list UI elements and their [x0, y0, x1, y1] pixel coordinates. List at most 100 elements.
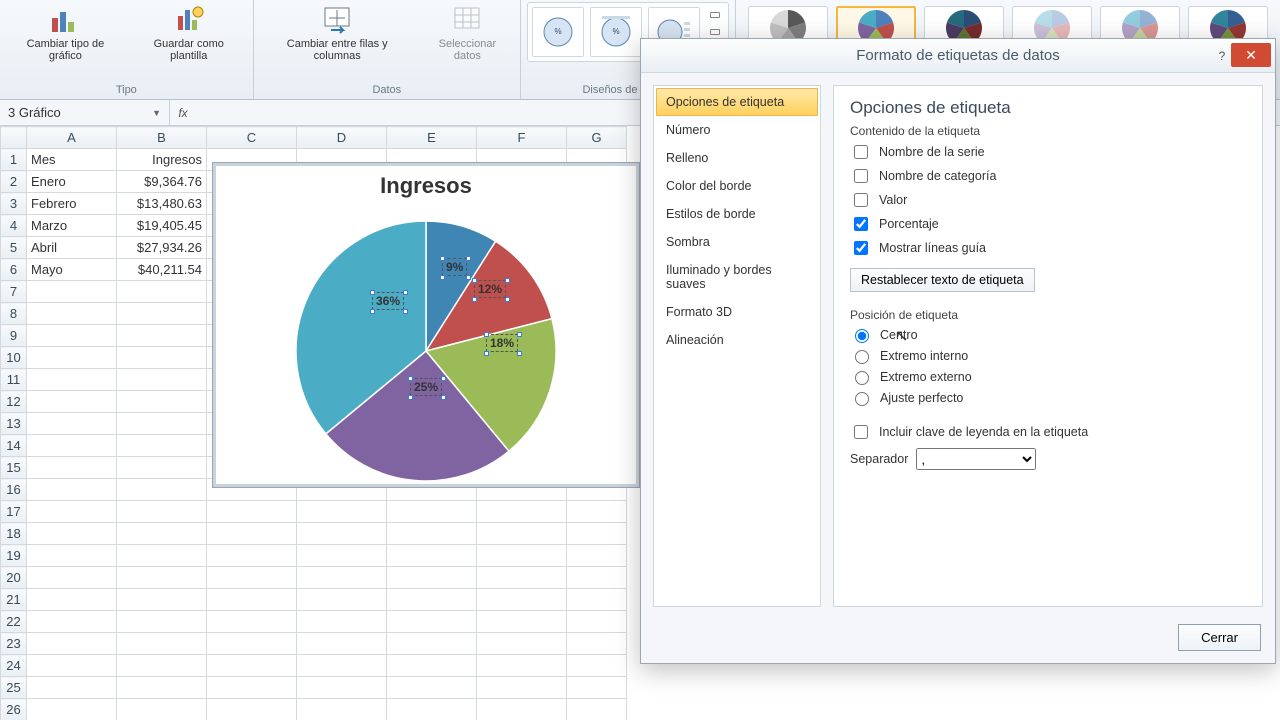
table-row[interactable]: 25 [1, 677, 627, 699]
category-item[interactable]: Sombra [656, 228, 818, 256]
cell[interactable] [117, 413, 207, 435]
checkbox-input[interactable] [854, 145, 868, 159]
layout-thumb[interactable]: % [590, 7, 642, 57]
row-header[interactable]: 21 [1, 589, 27, 611]
help-icon[interactable]: ? [1211, 45, 1233, 67]
name-box[interactable]: 3 Gráfico ▼ [0, 100, 170, 125]
data-label[interactable]: 36% [373, 293, 403, 309]
position-radio[interactable]: Extremo interno [850, 347, 1246, 364]
content-checkbox[interactable]: Nombre de categoría [850, 166, 1246, 186]
content-checkbox[interactable]: Mostrar líneas guía [850, 238, 1246, 258]
category-item[interactable]: Opciones de etiqueta [656, 88, 818, 116]
category-list[interactable]: Opciones de etiquetaNúmeroRellenoColor d… [653, 85, 821, 607]
layout-thumb[interactable]: % [532, 7, 584, 57]
position-radio[interactable]: Extremo externo [850, 368, 1246, 385]
cell[interactable]: $40,211.54 [117, 259, 207, 281]
data-label[interactable]: 25% [411, 379, 441, 395]
category-item[interactable]: Relleno [656, 144, 818, 172]
row-header[interactable]: 26 [1, 699, 27, 720]
content-checkbox[interactable]: Valor [850, 190, 1246, 210]
table-row[interactable]: 26 [1, 699, 627, 720]
cell[interactable] [27, 479, 117, 501]
chevron-down-icon[interactable]: ▼ [152, 108, 161, 118]
checkbox-input[interactable] [854, 217, 868, 231]
category-item[interactable]: Estilos de borde [656, 200, 818, 228]
position-radio[interactable]: Centro [850, 326, 1246, 343]
category-item[interactable]: Iluminado y bordes suaves [656, 256, 818, 298]
radio-input[interactable] [855, 371, 869, 385]
checkbox-input[interactable] [854, 425, 868, 439]
cell[interactable] [117, 457, 207, 479]
cell[interactable]: $13,480.63 [117, 193, 207, 215]
table-row[interactable]: 19 [1, 545, 627, 567]
cell[interactable] [27, 611, 117, 633]
cell[interactable] [27, 567, 117, 589]
content-checkbox[interactable]: Nombre de la serie [850, 142, 1246, 162]
row-header[interactable]: 3 [1, 193, 27, 215]
cell[interactable] [27, 501, 117, 523]
cell[interactable] [27, 413, 117, 435]
table-row[interactable]: 17 [1, 501, 627, 523]
cell[interactable] [117, 479, 207, 501]
cell[interactable] [27, 699, 117, 720]
row-header[interactable]: 13 [1, 413, 27, 435]
cell[interactable] [117, 501, 207, 523]
cell[interactable] [117, 435, 207, 457]
cell[interactable]: $27,934.26 [117, 237, 207, 259]
dialog-titlebar[interactable]: Formato de etiquetas de datos ? ✕ [641, 39, 1275, 73]
fx-icon[interactable]: fx [170, 106, 196, 120]
content-checkbox[interactable]: Porcentaje [850, 214, 1246, 234]
cell[interactable] [27, 633, 117, 655]
position-radio[interactable]: Ajuste perfecto [850, 389, 1246, 406]
row-header[interactable]: 10 [1, 347, 27, 369]
table-row[interactable]: 22 [1, 611, 627, 633]
col-header[interactable]: C [207, 127, 297, 149]
cell[interactable] [27, 589, 117, 611]
row-header[interactable]: 2 [1, 171, 27, 193]
category-item[interactable]: Número [656, 116, 818, 144]
row-header[interactable]: 12 [1, 391, 27, 413]
col-header[interactable]: G [567, 127, 627, 149]
radio-input[interactable] [855, 392, 869, 406]
col-header[interactable]: B [117, 127, 207, 149]
cell[interactable]: Mes [27, 149, 117, 171]
checkbox-input[interactable] [854, 241, 868, 255]
cell[interactable] [117, 303, 207, 325]
select-all[interactable] [1, 127, 27, 149]
col-header[interactable]: A [27, 127, 117, 149]
cell[interactable] [27, 281, 117, 303]
cell[interactable] [117, 325, 207, 347]
cell[interactable] [27, 369, 117, 391]
row-header[interactable]: 14 [1, 435, 27, 457]
cell[interactable] [27, 347, 117, 369]
cell[interactable]: Abril [27, 237, 117, 259]
cell[interactable] [27, 655, 117, 677]
cell[interactable] [27, 325, 117, 347]
row-header[interactable]: 24 [1, 655, 27, 677]
table-row[interactable]: 21 [1, 589, 627, 611]
col-header[interactable]: D [297, 127, 387, 149]
cell[interactable]: Mayo [27, 259, 117, 281]
row-header[interactable]: 19 [1, 545, 27, 567]
cell[interactable] [117, 589, 207, 611]
cell[interactable] [117, 699, 207, 720]
legend-key-checkbox[interactable]: Incluir clave de leyenda en la etiqueta [850, 422, 1246, 442]
cell[interactable] [27, 677, 117, 699]
cell[interactable] [27, 391, 117, 413]
row-header[interactable]: 5 [1, 237, 27, 259]
row-header[interactable]: 22 [1, 611, 27, 633]
radio-input[interactable] [855, 350, 869, 364]
data-label[interactable]: 12% [475, 281, 505, 297]
change-chart-type-button[interactable]: Cambiar tipo de gráfico [6, 2, 125, 64]
cell[interactable] [27, 523, 117, 545]
category-item[interactable]: Alineación [656, 326, 818, 354]
cell[interactable]: Marzo [27, 215, 117, 237]
row-header[interactable]: 11 [1, 369, 27, 391]
embedded-chart[interactable]: Ingresos 9%12%18%25%36% [212, 162, 640, 488]
data-label[interactable]: 9% [443, 259, 466, 275]
checkbox-input[interactable] [854, 193, 868, 207]
chart-title[interactable]: Ingresos [213, 173, 639, 199]
row-header[interactable]: 23 [1, 633, 27, 655]
table-row[interactable]: 23 [1, 633, 627, 655]
row-header[interactable]: 17 [1, 501, 27, 523]
